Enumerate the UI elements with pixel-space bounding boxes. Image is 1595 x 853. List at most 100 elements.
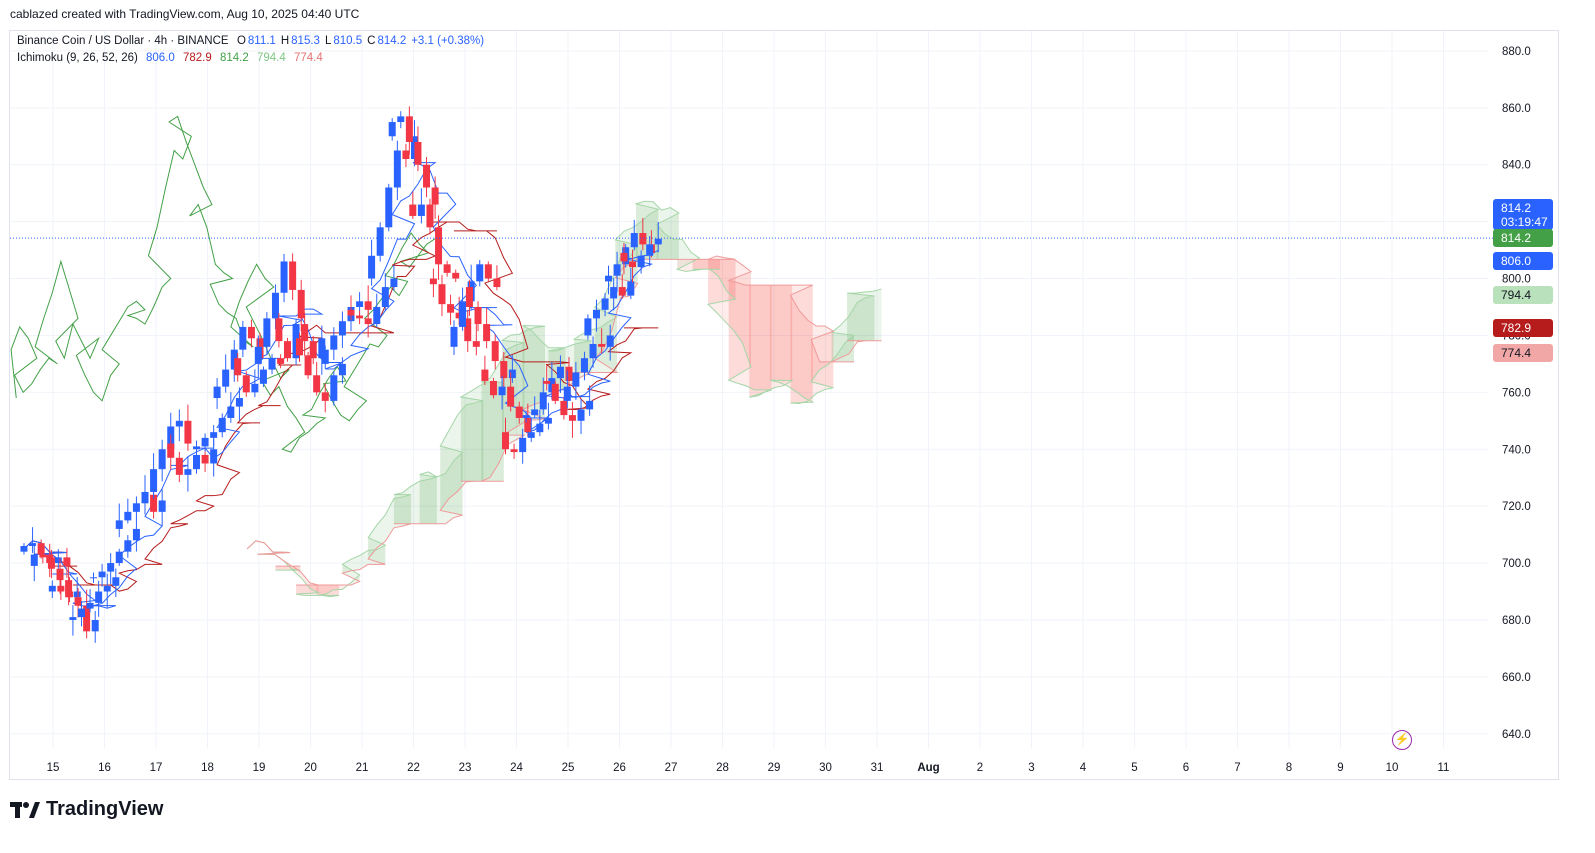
candle-down[interactable]: [277, 358, 285, 364]
candle-down[interactable]: [74, 597, 82, 606]
candle-down[interactable]: [429, 278, 437, 285]
candle-up[interactable]: [77, 608, 85, 618]
candle-up[interactable]: [605, 275, 612, 282]
candle-up[interactable]: [280, 261, 288, 293]
candle-up[interactable]: [390, 278, 398, 288]
candle-down[interactable]: [275, 318, 283, 342]
candle-down[interactable]: [65, 580, 73, 598]
candle-down[interactable]: [431, 187, 439, 205]
candle-down[interactable]: [304, 355, 312, 376]
candle-down[interactable]: [242, 375, 250, 393]
candle-up[interactable]: [613, 264, 621, 276]
candle-down[interactable]: [405, 116, 413, 142]
candle-down[interactable]: [347, 309, 355, 316]
candle-up[interactable]: [124, 511, 132, 521]
candle-up[interactable]: [646, 244, 654, 256]
candle-down[interactable]: [63, 557, 71, 566]
candle-up[interactable]: [330, 335, 338, 350]
candle-down[interactable]: [502, 432, 509, 450]
candle-up[interactable]: [476, 264, 484, 282]
candle-down[interactable]: [234, 358, 242, 376]
symbol-title[interactable]: Binance Coin / US Dollar · 4h · BINANCE: [17, 35, 229, 47]
candle-down[interactable]: [493, 278, 501, 288]
candle-down[interactable]: [289, 261, 297, 290]
candle-up[interactable]: [90, 577, 97, 579]
candle-down[interactable]: [321, 392, 329, 401]
candle-down[interactable]: [465, 287, 473, 307]
candle-down[interactable]: [297, 289, 305, 319]
candle-up[interactable]: [397, 116, 405, 123]
candle-up[interactable]: [73, 591, 81, 598]
candle-down[interactable]: [568, 415, 576, 421]
candle-up[interactable]: [141, 491, 149, 501]
candle-up[interactable]: [193, 454, 200, 470]
candle-down[interactable]: [551, 383, 559, 401]
candle-up[interactable]: [373, 306, 381, 325]
candle-up[interactable]: [132, 503, 140, 512]
candle-up[interactable]: [222, 369, 230, 387]
candle-up[interactable]: [417, 204, 425, 216]
candle-up[interactable]: [271, 292, 279, 319]
candle-down[interactable]: [57, 585, 65, 592]
candle-up[interactable]: [91, 619, 99, 632]
candle-down[interactable]: [565, 366, 573, 381]
candle-up[interactable]: [107, 563, 115, 572]
candle-down[interactable]: [301, 324, 309, 342]
candle-down[interactable]: [618, 287, 626, 296]
candle-up[interactable]: [522, 415, 530, 418]
candle-up[interactable]: [321, 349, 329, 364]
candle-up[interactable]: [132, 528, 140, 541]
candle-down[interactable]: [184, 420, 192, 444]
candle-up[interactable]: [388, 122, 396, 137]
candle-up[interactable]: [227, 406, 235, 418]
candle-down[interactable]: [464, 318, 472, 342]
tradingview-logo[interactable]: TradingView: [10, 798, 163, 821]
candle-up[interactable]: [450, 326, 458, 347]
candle-up[interactable]: [330, 375, 338, 401]
candle-down[interactable]: [500, 361, 508, 379]
candle-up[interactable]: [175, 420, 183, 427]
candle-up[interactable]: [268, 358, 276, 370]
candle-up[interactable]: [115, 551, 123, 564]
candle-down[interactable]: [447, 304, 455, 313]
candle-up[interactable]: [459, 301, 467, 327]
candle-down[interactable]: [201, 454, 209, 464]
candle-down[interactable]: [65, 591, 73, 598]
candle-up[interactable]: [381, 287, 389, 307]
candle-up[interactable]: [627, 281, 635, 296]
candle-up[interactable]: [376, 227, 384, 256]
candle-up[interactable]: [592, 309, 600, 319]
candle-up[interactable]: [251, 383, 259, 393]
candle-up[interactable]: [584, 318, 592, 336]
candle-up[interactable]: [69, 617, 77, 620]
candle-up[interactable]: [112, 577, 120, 586]
candle-down[interactable]: [543, 380, 551, 384]
candle-up[interactable]: [239, 326, 247, 350]
candle-up[interactable]: [556, 366, 564, 379]
candle-down[interactable]: [409, 204, 417, 216]
candle-up[interactable]: [572, 372, 580, 387]
candle-down[interactable]: [507, 386, 515, 407]
candle-up[interactable]: [544, 417, 552, 424]
candle-down[interactable]: [56, 568, 64, 581]
candle-up[interactable]: [338, 363, 346, 376]
candle-down[interactable]: [484, 264, 492, 279]
candle-up[interactable]: [318, 338, 326, 359]
candle-up[interactable]: [213, 386, 221, 399]
candle-up[interactable]: [577, 409, 585, 421]
candle-up[interactable]: [601, 298, 609, 310]
candle-up[interactable]: [498, 386, 506, 396]
candle-up[interactable]: [338, 321, 346, 336]
candle-up[interactable]: [30, 554, 38, 566]
candle-up[interactable]: [103, 585, 111, 592]
candle-up[interactable]: [124, 540, 132, 552]
candle-down[interactable]: [491, 341, 499, 362]
candle-up[interactable]: [580, 358, 588, 373]
candle-down[interactable]: [296, 338, 303, 356]
candle-up[interactable]: [201, 437, 209, 447]
candle-up[interactable]: [589, 343, 597, 359]
candle-down[interactable]: [426, 204, 434, 228]
candle-up[interactable]: [539, 392, 547, 410]
candle-down[interactable]: [150, 494, 158, 512]
candle-up[interactable]: [98, 571, 106, 578]
